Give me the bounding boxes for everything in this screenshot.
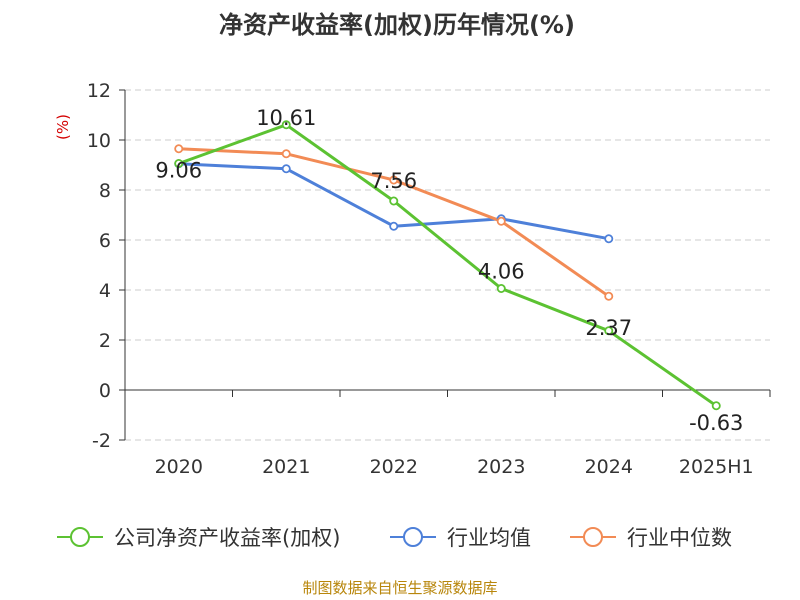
series-line: [177, 123, 718, 408]
x-tick-label: 2020: [155, 456, 203, 478]
data-label: 10.61: [256, 106, 316, 130]
data-point: [174, 144, 184, 154]
legend-marker: [403, 527, 423, 547]
data-label: -0.63: [689, 411, 743, 435]
y-tick-label: 8: [99, 180, 111, 202]
data-label: 9.06: [155, 159, 202, 183]
legend-label: 行业均值: [447, 526, 531, 550]
x-tick-label: 2025H1: [679, 456, 754, 478]
data-point: [174, 158, 184, 168]
legend-marker: [70, 527, 90, 547]
data-point: [281, 149, 291, 159]
data-point: [389, 175, 399, 185]
y-tick-labels: -2 0 2 4 6 8 10 12: [87, 80, 111, 452]
data-point: [281, 164, 291, 174]
data-point: [604, 291, 614, 301]
legend-label: 公司净资产收益率(加权): [114, 526, 340, 550]
legend-label: 行业中位数: [627, 526, 732, 550]
chart-title: 净资产收益率(加权)历年情况(%): [219, 11, 575, 39]
y-tick-label: 2: [99, 330, 111, 352]
series-points: [174, 120, 721, 411]
y-tick-label: 10: [87, 130, 111, 152]
x-tick-label: 2023: [477, 456, 525, 478]
y-tick-label: -2: [92, 430, 111, 452]
data-label: 2.37: [585, 316, 632, 340]
data-point: [389, 221, 399, 231]
data-point: [604, 326, 614, 336]
data-label: 4.06: [478, 260, 525, 284]
data-point: [389, 196, 399, 206]
y-tick-label: 4: [99, 280, 111, 302]
x-tick-label: 2024: [585, 456, 633, 478]
x-tick-label: 2022: [370, 456, 418, 478]
legend-marker: [583, 527, 603, 547]
axes: [119, 89, 771, 441]
data-point: [711, 401, 721, 411]
data-point: [281, 120, 291, 130]
x-tick-labels: 2020 2021 2022 2023 2024 2025H1: [155, 456, 754, 478]
series-lines: [177, 123, 718, 408]
y-tick-label: 12: [87, 80, 111, 102]
legend: 公司净资产收益率(加权) 行业均值 行业中位数: [57, 526, 732, 550]
data-point: [604, 234, 614, 244]
source-note: 制图数据来自恒生聚源数据库: [302, 579, 497, 597]
x-tick-label: 2021: [262, 456, 310, 478]
data-labels: 9.06 10.61 7.56 4.06 2.37 -0.63: [155, 106, 743, 435]
gridlines: [125, 89, 770, 441]
data-point: [496, 216, 506, 226]
data-point: [496, 283, 506, 293]
y-tick-label: 0: [99, 380, 111, 402]
y-tick-label: 6: [99, 230, 111, 252]
data-label: 7.56: [370, 169, 417, 193]
y-axis-unit-label: (%): [54, 114, 72, 140]
